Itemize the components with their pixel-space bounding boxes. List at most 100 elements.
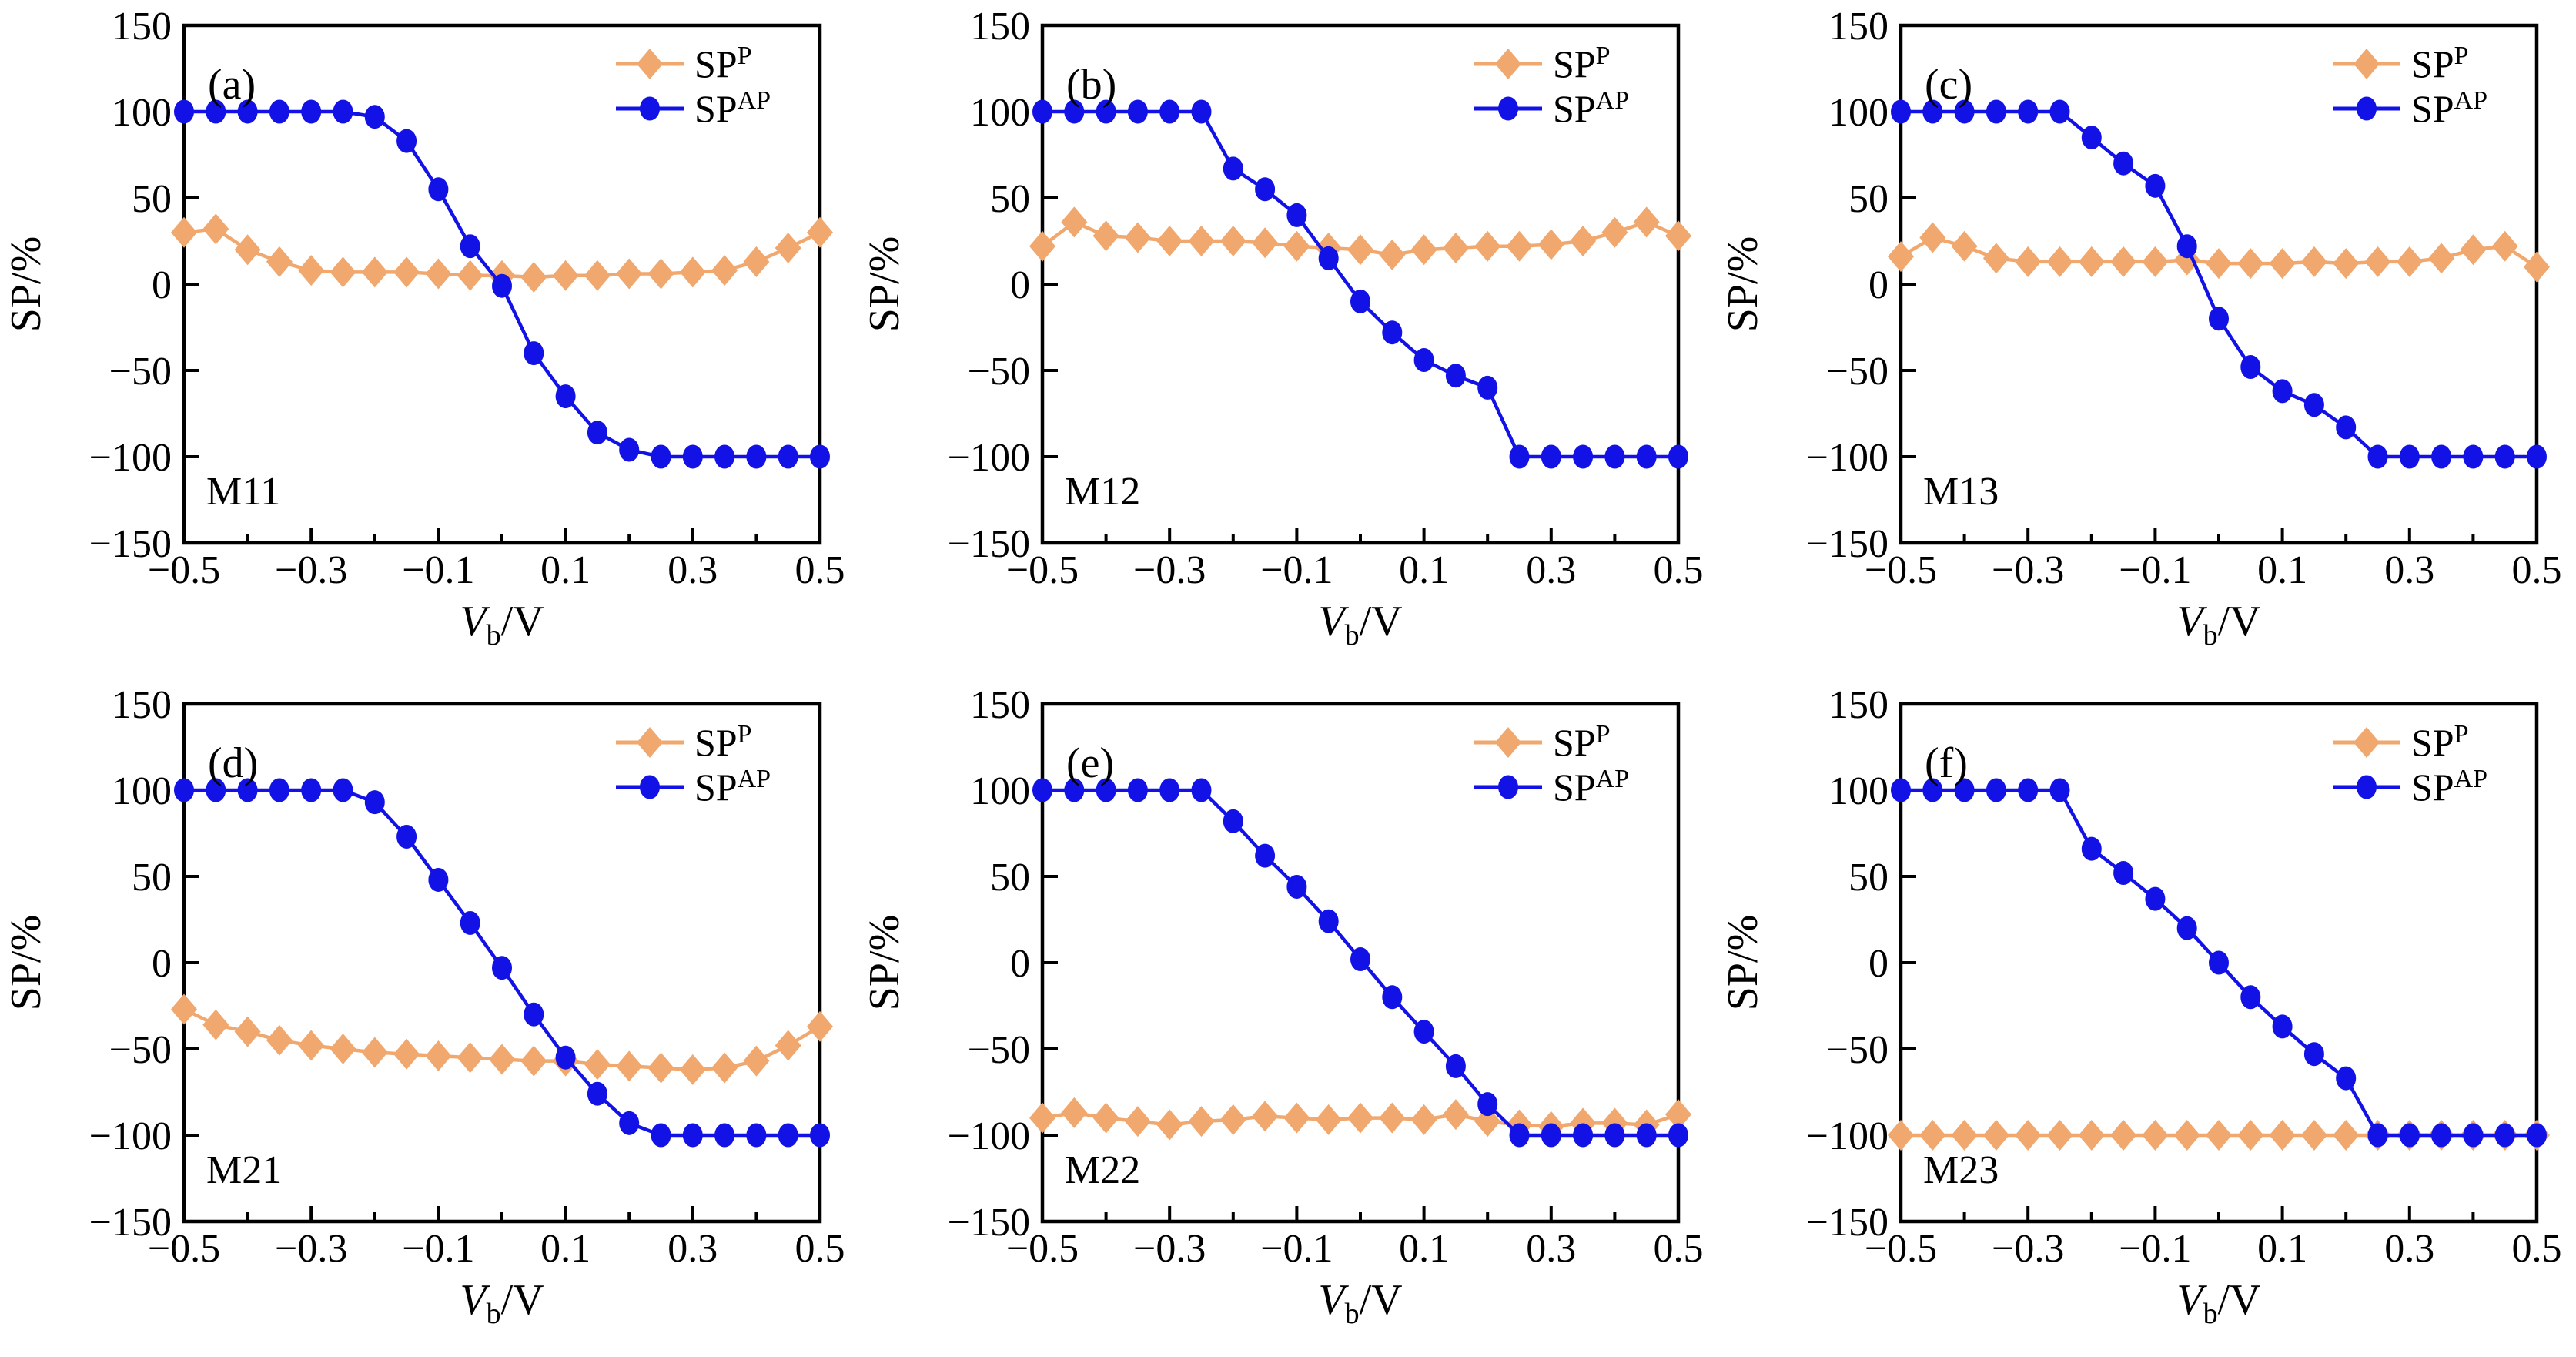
marker-SP_P <box>552 260 579 291</box>
model-label: M12 <box>1065 470 1140 514</box>
legend-diamond-icon <box>637 49 663 79</box>
y-axis-label: SP/% <box>1719 236 1767 333</box>
marker-SP_AP <box>2431 444 2452 469</box>
y-tick-label: 0 <box>1010 942 1030 986</box>
y-tick-label: −150 <box>948 1201 1030 1245</box>
marker-SP_AP <box>2336 1066 2357 1091</box>
x-tick-label: 0.1 <box>1399 548 1449 592</box>
marker-SP_P <box>2333 248 2360 280</box>
legend-diamond-icon <box>1495 49 1521 79</box>
x-tick-label: 0.3 <box>2384 548 2434 592</box>
marker-SP_P <box>1219 226 1246 256</box>
marker-SP_P <box>1982 243 2009 274</box>
legend-label: SPP <box>1553 720 1611 764</box>
marker-SP_P <box>1029 230 1055 262</box>
y-tick-label: 50 <box>1848 856 1889 900</box>
marker-SP_AP <box>1382 320 1403 345</box>
marker-SP_P <box>1347 1102 1373 1134</box>
marker-SP_AP <box>778 1123 798 1148</box>
legend-label: SPAP <box>2411 765 2487 809</box>
marker-SP_AP <box>1032 99 1052 124</box>
legend-circle-icon <box>2357 96 2377 121</box>
marker-SP_P <box>330 1034 356 1064</box>
chart-M23: 150 100 50 0 −50 −100 −150−0.5 −0.3 −0.1 0.1 0.3 0.… <box>1719 683 2562 1330</box>
y-tick-label: 0 <box>1010 263 1030 307</box>
marker-SP_AP <box>364 790 385 815</box>
marker-SP_P <box>2300 1120 2327 1151</box>
x-tick-label: −0.1 <box>2119 1227 2191 1271</box>
marker-SP_AP <box>2431 1123 2452 1148</box>
marker-SP_AP <box>2336 415 2357 440</box>
marker-SP_AP <box>619 1111 640 1135</box>
marker-SP_P <box>457 1042 483 1074</box>
legend-circle-icon <box>640 96 660 121</box>
marker-SP_AP <box>2018 99 2039 124</box>
marker-SP_P <box>679 1054 706 1085</box>
marker-SP_AP <box>237 99 258 124</box>
marker-SP_P <box>1601 216 1628 248</box>
marker-SP_P <box>1124 1106 1151 1138</box>
x-axis-label: Vb/V <box>1318 598 1402 652</box>
marker-SP_P <box>2110 1120 2137 1151</box>
marker-SP_P <box>1888 241 1914 273</box>
panel-letter: (b) <box>1066 61 1116 109</box>
x-tick-label: −0.1 <box>402 548 474 592</box>
y-tick-label: −150 <box>89 1201 172 1245</box>
marker-SP_P <box>1061 206 1088 238</box>
marker-SP_P <box>520 1045 547 1077</box>
model-label: M13 <box>1923 470 1999 514</box>
marker-SP_P <box>584 1049 611 1081</box>
marker-SP_AP <box>269 99 289 124</box>
marker-SP_P <box>2524 251 2550 283</box>
y-tick-label: 50 <box>990 177 1030 221</box>
y-tick-label: −150 <box>1806 522 1889 566</box>
marker-SP_P <box>807 216 833 248</box>
x-tick-label: −0.3 <box>1133 548 1206 592</box>
marker-SP_P <box>774 232 801 263</box>
marker-SP_AP <box>1477 375 1498 400</box>
marker-SP_P <box>425 1040 452 1071</box>
marker-SP_P <box>584 260 611 291</box>
x-tick-label: −0.3 <box>275 548 347 592</box>
marker-SP_P <box>1252 1101 1279 1132</box>
marker-SP_P <box>2269 248 2296 280</box>
marker-SP_AP <box>1954 99 1975 124</box>
y-tick-label: −50 <box>109 1028 172 1072</box>
x-tick-label: −0.5 <box>1865 1227 1937 1271</box>
marker-SP_P <box>1951 230 1978 262</box>
marker-SP_AP <box>1509 1123 1530 1148</box>
marker-SP_P <box>1442 1099 1469 1131</box>
marker-SP_P <box>1379 1102 1406 1134</box>
marker-SP_AP <box>428 867 449 892</box>
legend-circle-icon <box>2357 775 2377 799</box>
marker-SP_P <box>774 1030 801 1061</box>
legend-label: SPP <box>2411 720 2469 764</box>
legend-diamond-icon <box>637 727 663 758</box>
legend-label: SPAP <box>2411 86 2487 130</box>
model-label: M21 <box>206 1148 282 1192</box>
y-tick-label: 50 <box>132 856 172 900</box>
y-tick-label: 100 <box>970 91 1030 135</box>
marker-SP_P <box>2142 1120 2169 1151</box>
marker-SP_AP <box>1223 809 1243 833</box>
marker-SP_AP <box>1509 444 1530 469</box>
marker-SP_AP <box>1096 778 1116 802</box>
marker-SP_P <box>2333 1120 2360 1151</box>
marker-SP_AP <box>174 778 194 802</box>
marker-SP_AP <box>2272 1014 2293 1039</box>
marker-SP_P <box>1156 226 1183 256</box>
legend-label: SPP <box>694 720 752 764</box>
marker-SP_AP <box>1127 778 1148 802</box>
marker-SP_P <box>489 1044 515 1075</box>
marker-SP_AP <box>1255 177 1276 202</box>
marker-SP_P <box>2491 230 2518 262</box>
chart-M21: 150 100 50 0 −50 −100 −150−0.5 −0.3 −0.1 0.1 0.3 0.… <box>2 683 845 1330</box>
panel-letter: (d) <box>208 739 258 787</box>
panel-letter: (a) <box>208 61 256 109</box>
marker-SP_P <box>2078 1120 2105 1151</box>
y-axis-label: SP/% <box>1719 915 1767 1011</box>
marker-SP_AP <box>2527 444 2547 469</box>
marker-SP_P <box>171 993 197 1025</box>
x-tick-label: −0.3 <box>1992 548 2064 592</box>
marker-SP_P <box>520 262 547 293</box>
